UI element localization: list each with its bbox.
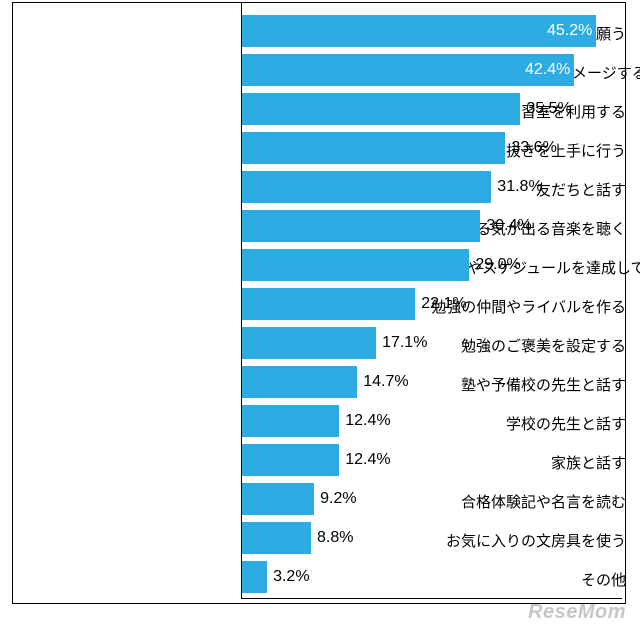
value-label: 12.4% (345, 412, 390, 430)
category-label: 学校の先生と話す (407, 413, 626, 434)
value-label: 12.4% (345, 451, 390, 469)
value-label: 9.2% (320, 490, 356, 508)
value-label: 22.1% (421, 295, 466, 313)
value-label: 31.8% (497, 178, 542, 196)
bar (242, 15, 596, 47)
value-label: 29.0% (475, 256, 520, 274)
category-label: 塾や予備校の先生と話す (407, 374, 626, 395)
bar (242, 210, 480, 242)
category-label: お気に入りの文房具を使う (407, 530, 626, 551)
value-label: 42.4% (525, 61, 570, 79)
bar (242, 366, 357, 398)
bar (242, 171, 491, 203)
bar (242, 444, 339, 476)
value-label: 45.2% (547, 22, 592, 40)
bar (242, 249, 469, 281)
bar (242, 483, 314, 515)
bar (242, 405, 339, 437)
x-axis-line (241, 598, 622, 599)
value-label: 30.4% (486, 217, 531, 235)
chart-area: 志望校合格を強く願う45.2%合格後の大学生生活をイメージする42.4%図書館や… (12, 2, 626, 604)
category-label: その他 (407, 569, 626, 590)
bar (242, 522, 311, 554)
value-label: 35.5% (526, 100, 571, 118)
watermark-text: ReseMom (528, 601, 626, 624)
bar (242, 93, 520, 125)
category-label: 家族と話す (407, 452, 626, 473)
category-label: 勉強のご褒美を設定する (407, 335, 626, 356)
bar (242, 132, 505, 164)
value-label: 33.6% (511, 139, 556, 157)
bar (242, 327, 376, 359)
value-label: 3.2% (273, 568, 309, 586)
bar (242, 561, 267, 593)
category-label: 合格体験記や名言を読む (407, 491, 626, 512)
value-label: 17.1% (382, 334, 427, 352)
value-label: 14.7% (363, 373, 408, 391)
bar (242, 288, 415, 320)
value-label: 8.8% (317, 529, 353, 547)
